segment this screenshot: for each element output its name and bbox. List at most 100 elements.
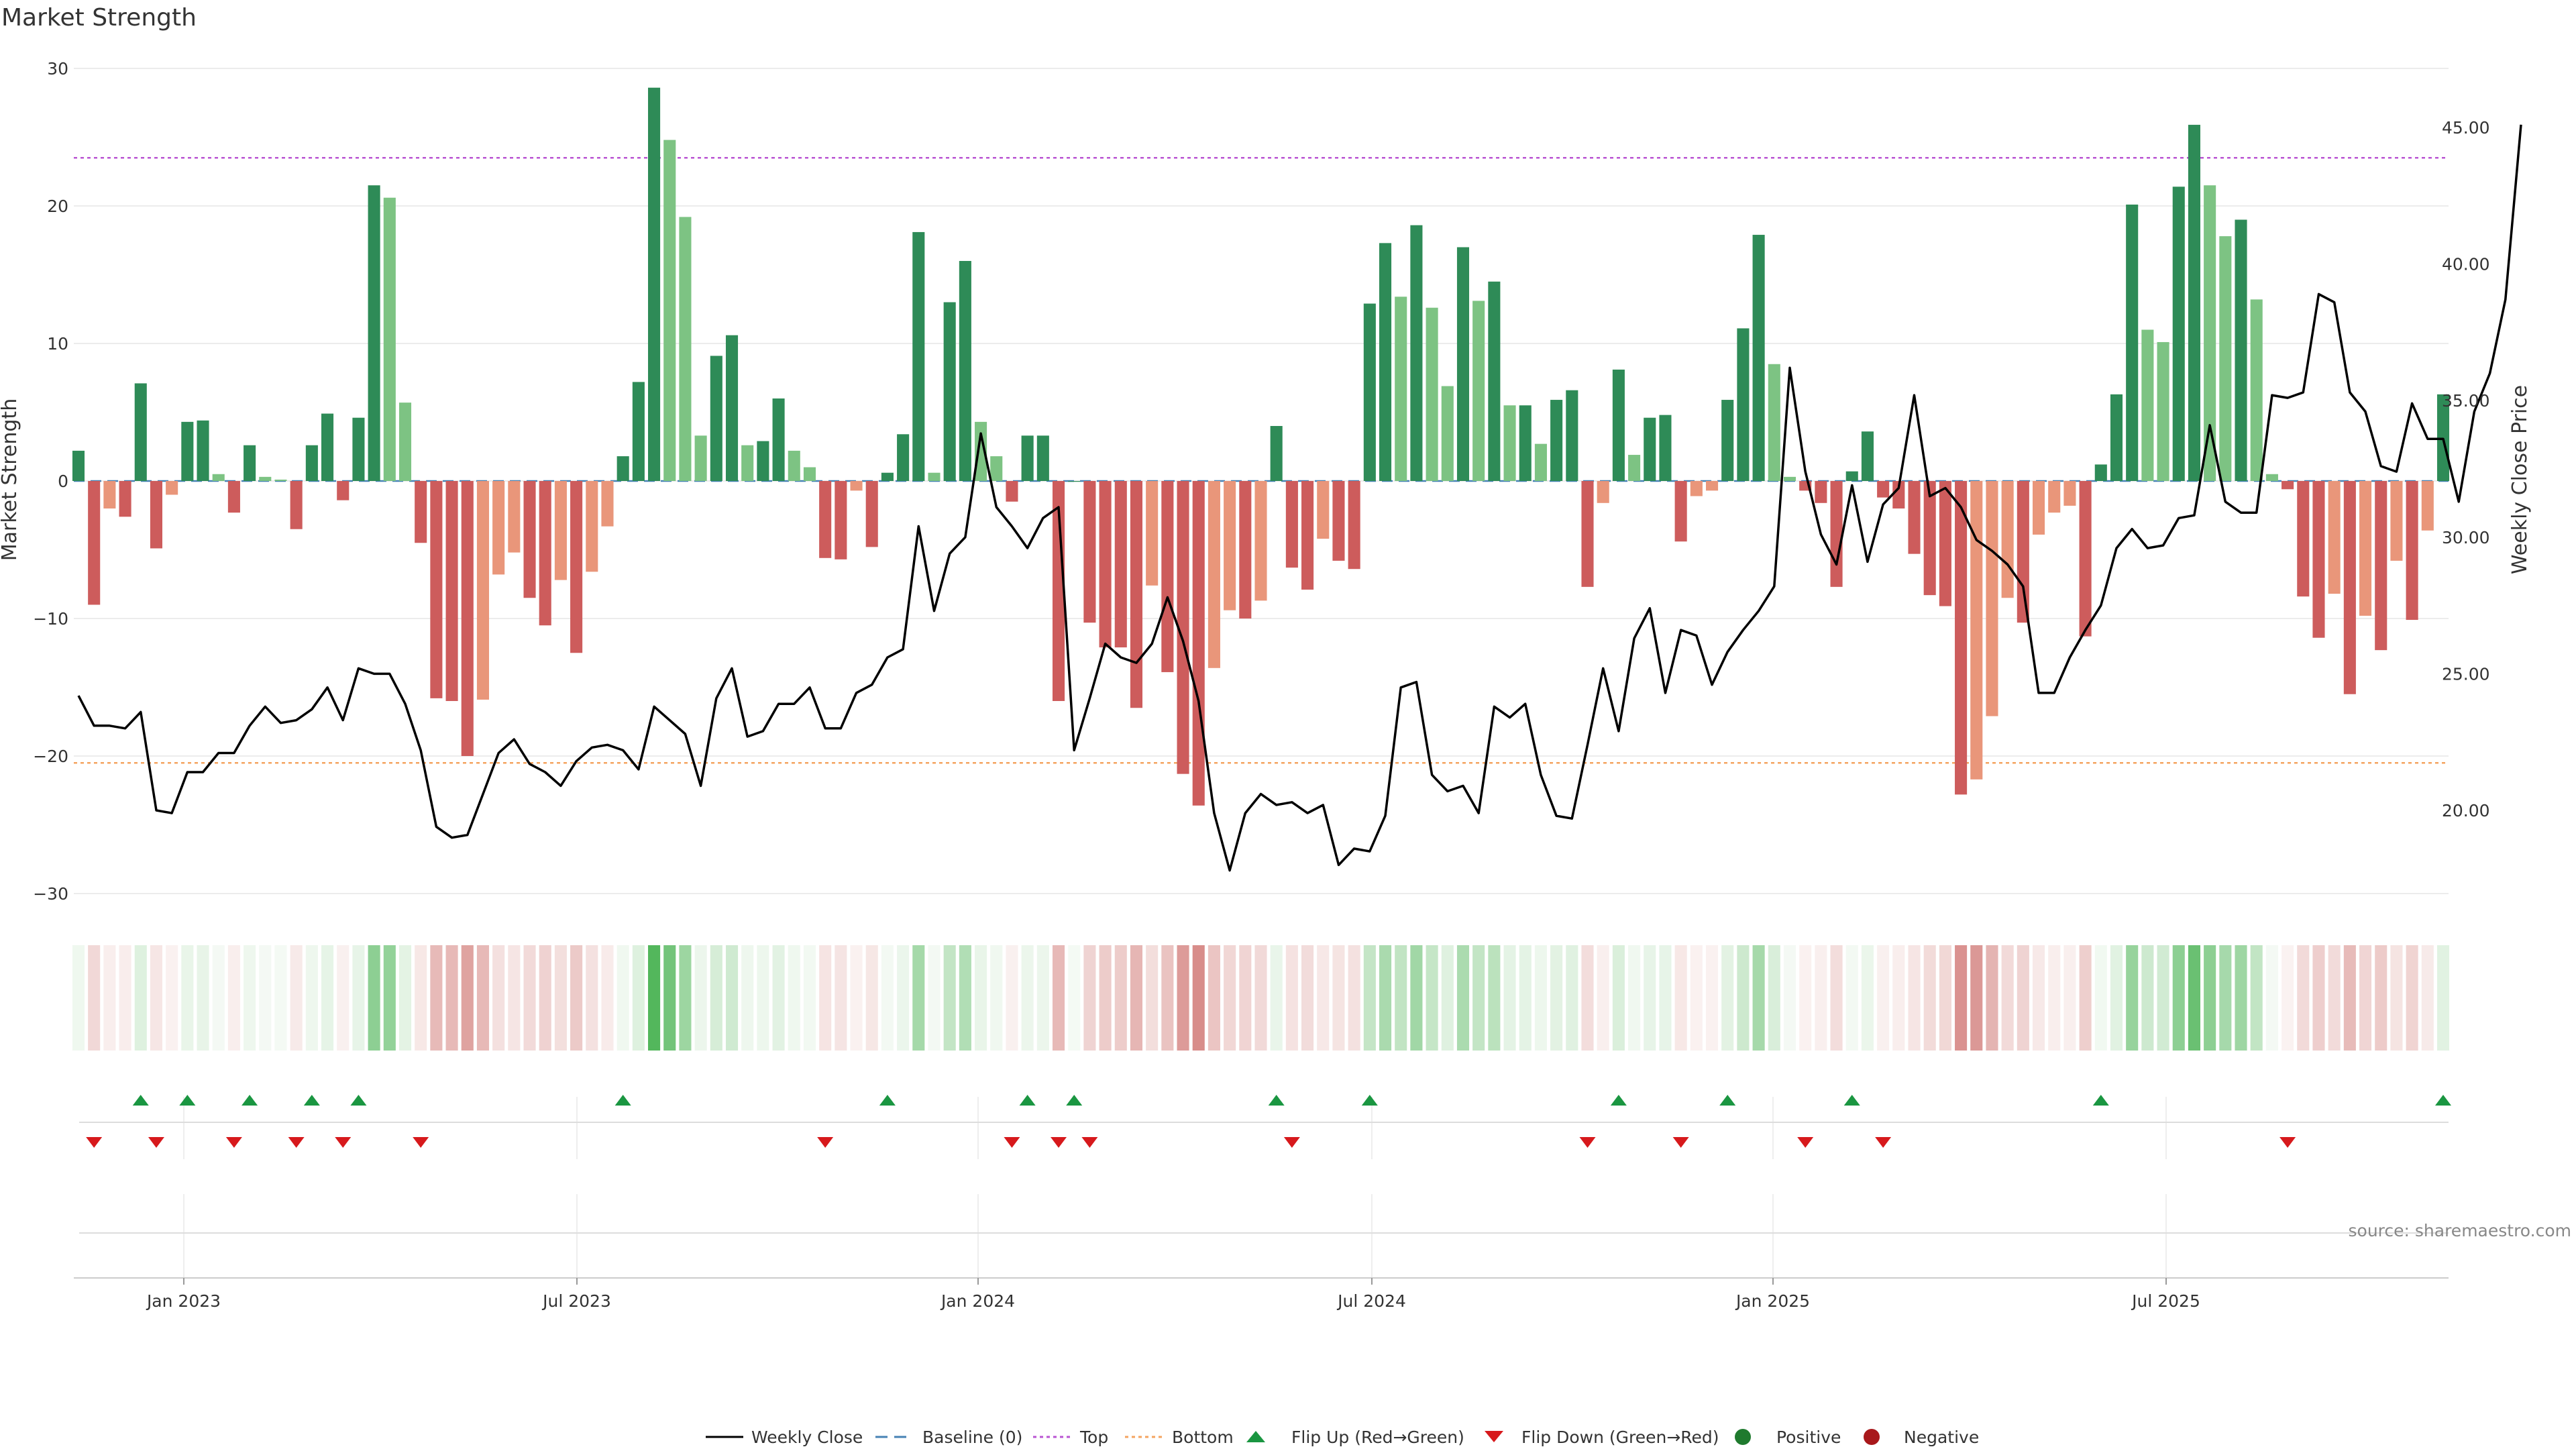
heat-cell	[1270, 945, 1283, 1051]
heat-cell	[2282, 945, 2294, 1051]
heat-cell	[461, 945, 474, 1051]
y-tick-label: −10	[33, 609, 68, 629]
heat-cell	[352, 945, 365, 1051]
strength-bar	[2406, 481, 2418, 621]
strength-bar	[1114, 481, 1127, 648]
strength-bar	[1955, 481, 1968, 795]
legend-positive: Positive	[1776, 1428, 1841, 1447]
strength-bar	[259, 476, 272, 481]
y-tick-label: 20	[47, 197, 68, 216]
strength-bar	[897, 434, 910, 481]
x-tick-label: Jul 2025	[2131, 1291, 2200, 1311]
heat-cell	[1597, 945, 1609, 1051]
heat-cell	[368, 945, 380, 1051]
heat-cell	[663, 945, 676, 1051]
flip-up-marker	[1268, 1095, 1285, 1106]
strength-bar	[274, 479, 287, 481]
flip-up-marker	[241, 1095, 258, 1106]
flip-down-marker	[1579, 1137, 1596, 1148]
heat-cell	[1628, 945, 1641, 1051]
heat-cell	[1146, 945, 1159, 1051]
strength-bar	[1752, 235, 1765, 481]
strength-bar	[757, 441, 769, 481]
heat-cell	[2343, 945, 2356, 1051]
chart-title: Market Strength	[1, 4, 197, 32]
y2-tick-label: 45.00	[2442, 118, 2490, 138]
heat-cell	[788, 945, 800, 1051]
strength-bar	[2375, 481, 2387, 651]
strength-bar	[1581, 481, 1594, 587]
strength-bar	[1363, 303, 1376, 481]
strength-bar	[943, 302, 956, 481]
heat-cell	[1317, 945, 1330, 1051]
heat-cell	[274, 945, 287, 1051]
strength-bar	[2250, 299, 2263, 481]
heat-cell	[1923, 945, 1936, 1051]
strength-bar	[398, 402, 412, 481]
strength-bar	[2032, 481, 2045, 535]
heat-cell	[1799, 945, 1812, 1051]
reference-lines	[74, 157, 2449, 764]
strength-bar	[337, 481, 350, 500]
legend-top: Top	[1079, 1428, 1108, 1447]
heat-cell	[1830, 945, 1843, 1051]
heat-cell	[430, 945, 443, 1051]
strength-bar	[1503, 405, 1516, 481]
strength-bar	[181, 421, 194, 481]
heat-cell	[1021, 945, 1034, 1051]
heat-cell	[1690, 945, 1703, 1051]
flip-down-marker	[1875, 1137, 1892, 1148]
strength-bar	[1923, 481, 1936, 596]
strength-bar	[1224, 481, 1236, 610]
strength-bar	[103, 481, 116, 508]
flip-up-marker	[132, 1095, 149, 1106]
heat-cell	[1083, 945, 1096, 1051]
heat-cell	[803, 945, 816, 1051]
heat-cell	[1177, 945, 1189, 1051]
heat-cell	[445, 945, 458, 1051]
flip-down-marker	[2279, 1137, 2296, 1148]
y-tick-label: 10	[47, 334, 68, 354]
heat-cell	[134, 945, 147, 1051]
heat-cell	[1503, 945, 1516, 1051]
legend-negative-icon	[1864, 1429, 1880, 1445]
heat-cell	[2250, 945, 2263, 1051]
flip-down-marker	[1004, 1137, 1020, 1148]
y-tick-label: 0	[58, 472, 68, 491]
strength-bar	[1939, 481, 1951, 606]
heat-cell	[1068, 945, 1081, 1051]
heat-cell	[508, 945, 521, 1051]
strength-bar	[1052, 481, 1065, 701]
strength-bar	[803, 467, 816, 481]
heat-cell	[259, 945, 272, 1051]
strength-bar	[2297, 481, 2310, 597]
heat-cell	[2235, 945, 2247, 1051]
strength-bar	[1083, 481, 1096, 623]
strength-bars	[72, 87, 2450, 806]
legend-negative: Negative	[1904, 1428, 1979, 1447]
strength-bar	[1472, 301, 1485, 481]
heat-cell	[928, 945, 941, 1051]
heat-cell	[1332, 945, 1345, 1051]
heat-cell	[72, 945, 85, 1051]
legend-flip-up-icon	[1246, 1431, 1265, 1442]
heat-cell	[212, 945, 225, 1051]
strength-bar	[2001, 481, 2014, 598]
strength-bar	[2328, 481, 2341, 594]
heat-cell	[586, 945, 598, 1051]
strength-bar	[1628, 455, 1641, 481]
heat-cell	[1395, 945, 1407, 1051]
strength-bar	[2204, 185, 2216, 481]
strength-bar	[1644, 417, 1656, 481]
y-tick-label: −30	[33, 884, 68, 904]
strength-bar	[2282, 481, 2294, 490]
strength-bar	[586, 481, 598, 572]
heat-cell	[383, 945, 396, 1051]
y2-tick-label: 40.00	[2442, 255, 2490, 274]
strength-bar	[1845, 471, 1858, 481]
strength-bar	[1006, 481, 1018, 502]
strength-bar	[850, 481, 863, 491]
strength-bar	[601, 481, 614, 527]
strength-bar	[368, 185, 380, 481]
strength-bar	[523, 481, 536, 598]
